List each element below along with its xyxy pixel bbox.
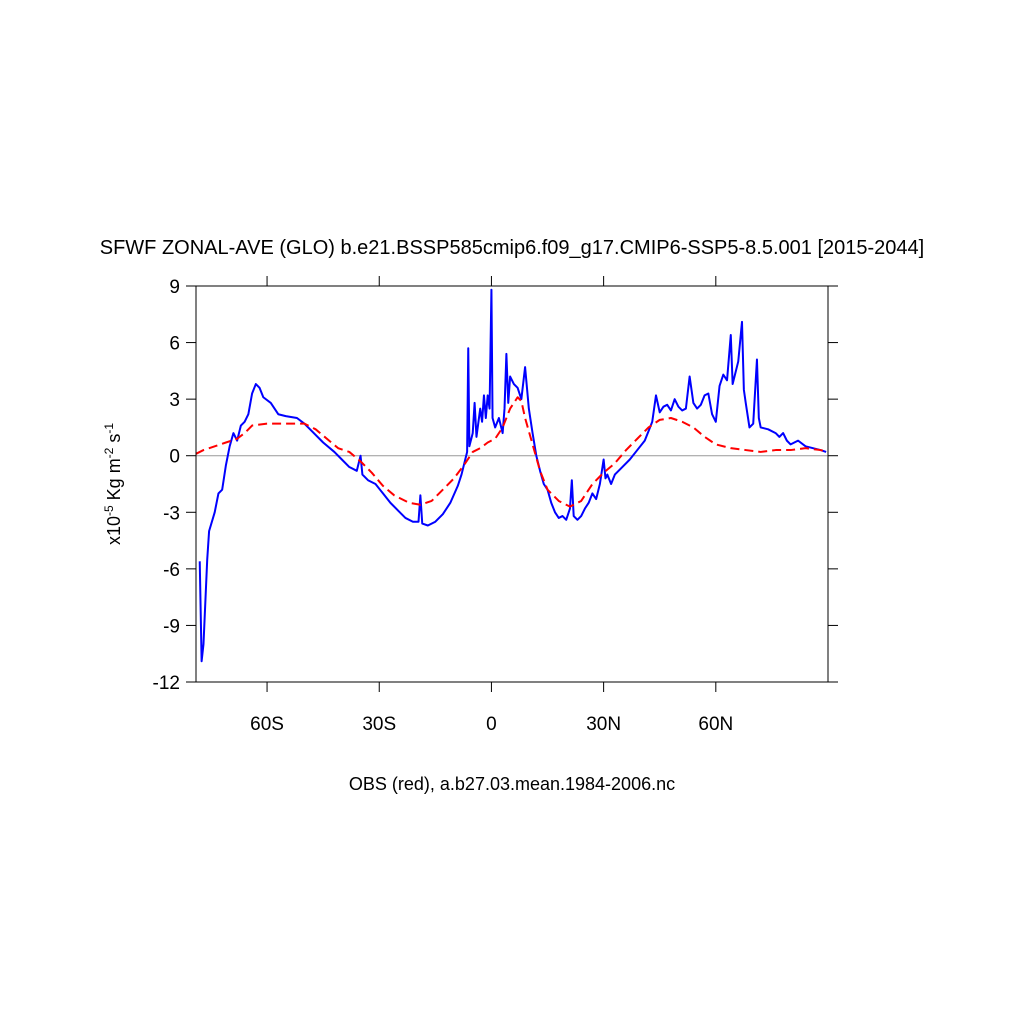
caption: OBS (red), a.b27.03.mean.1984-2006.nc bbox=[349, 774, 675, 794]
y-label-part: s bbox=[104, 434, 124, 448]
y-tick-label: -9 bbox=[163, 616, 180, 637]
y-tick-label: -3 bbox=[163, 503, 180, 524]
x-tick-label: 0 bbox=[486, 714, 497, 735]
y-label-part: -1 bbox=[102, 423, 116, 434]
x-tick-label: 60S bbox=[250, 714, 284, 735]
chart-title: SFWF ZONAL-AVE (GLO) b.e21.BSSP585cmip6.… bbox=[100, 237, 924, 259]
y-axis-label: x10-5 Kg m-2 s-1 bbox=[102, 423, 124, 545]
y-tick-label: -12 bbox=[153, 673, 180, 694]
y-tick-label: -6 bbox=[163, 560, 180, 581]
y-tick-label: 6 bbox=[169, 334, 180, 355]
y-tick-label: 3 bbox=[169, 390, 180, 411]
y-tick-label: 9 bbox=[169, 277, 180, 298]
x-tick-label: 30S bbox=[362, 714, 396, 735]
data-line bbox=[195, 396, 829, 508]
x-tick-label: 60N bbox=[698, 714, 733, 735]
plot-frame bbox=[195, 285, 829, 683]
y-label-part: -2 bbox=[102, 447, 116, 458]
y-tick-label: 0 bbox=[169, 447, 180, 468]
x-tick-label: 30N bbox=[586, 714, 621, 735]
data-line bbox=[198, 288, 827, 663]
y-label-part: -5 bbox=[102, 505, 116, 516]
y-label-part: x10 bbox=[104, 516, 124, 545]
y-label-part: Kg m bbox=[104, 458, 124, 505]
